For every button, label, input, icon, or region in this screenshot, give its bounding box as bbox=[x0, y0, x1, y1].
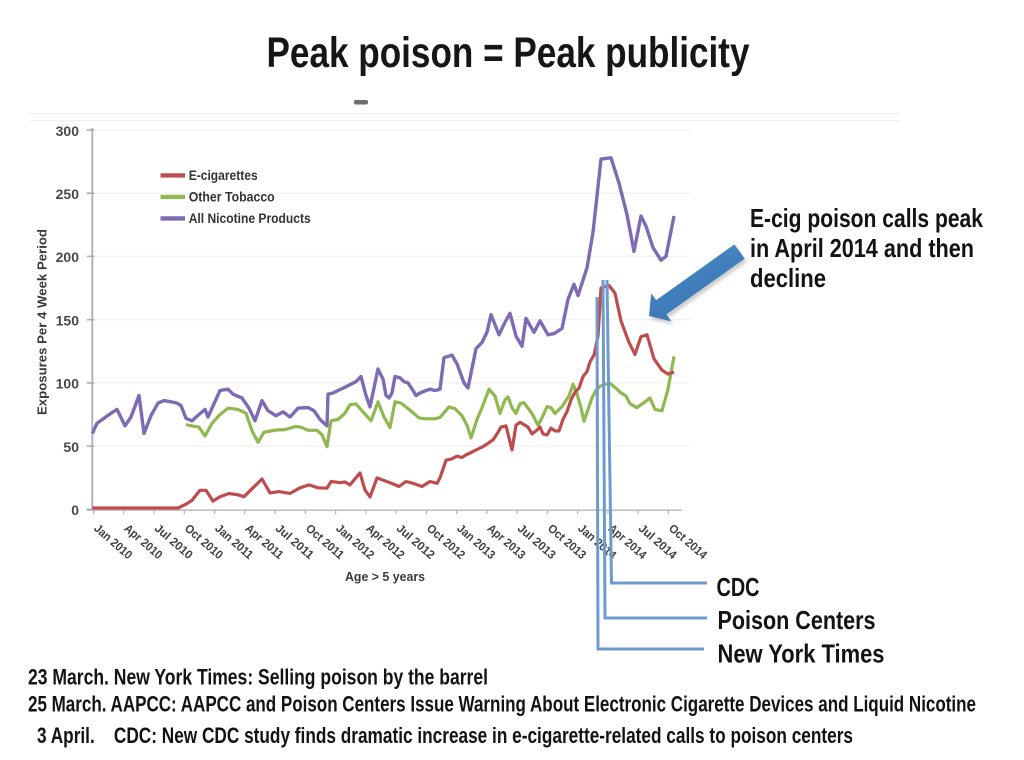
svg-text:in April 2014 and then: in April 2014 and then bbox=[750, 233, 974, 263]
svg-text:CDC: CDC bbox=[717, 572, 760, 602]
svg-text:Other Tobacco: Other Tobacco bbox=[189, 189, 275, 204]
svg-text:100: 100 bbox=[56, 376, 80, 392]
svg-text:E-cigarettes: E-cigarettes bbox=[189, 168, 258, 183]
svg-text:All Nicotine Products: All Nicotine Products bbox=[189, 211, 311, 226]
svg-text:E-cig poison calls peak: E-cig poison calls peak bbox=[750, 203, 983, 233]
svg-text:3 April. CDC: New CDC study: 3 April. CDC: New CDC study finds dramat… bbox=[37, 723, 853, 748]
svg-text:150: 150 bbox=[56, 313, 80, 329]
svg-text:Exposures Per 4 Week Period: Exposures Per 4 Week Period bbox=[36, 229, 50, 415]
svg-text:50: 50 bbox=[63, 439, 79, 455]
svg-text:300: 300 bbox=[56, 123, 80, 139]
svg-text:0: 0 bbox=[71, 502, 79, 518]
svg-text:New York Times: New York Times bbox=[718, 639, 885, 669]
svg-text:Poison Centers: Poison Centers bbox=[718, 605, 876, 635]
svg-text:250: 250 bbox=[56, 186, 80, 202]
svg-text:25 March. AAPCC: AAPCC and Poi: 25 March. AAPCC: AAPCC and Poison Center… bbox=[28, 692, 976, 717]
svg-text:200: 200 bbox=[56, 249, 80, 265]
svg-text:decline: decline bbox=[750, 263, 826, 293]
svg-text:Peak poison = Peak publicity: Peak poison = Peak publicity bbox=[267, 29, 750, 77]
svg-text:23 March. New York Times: Sell: 23 March. New York Times: Selling poison… bbox=[28, 665, 488, 690]
svg-text:Age > 5 years: Age > 5 years bbox=[345, 569, 425, 584]
